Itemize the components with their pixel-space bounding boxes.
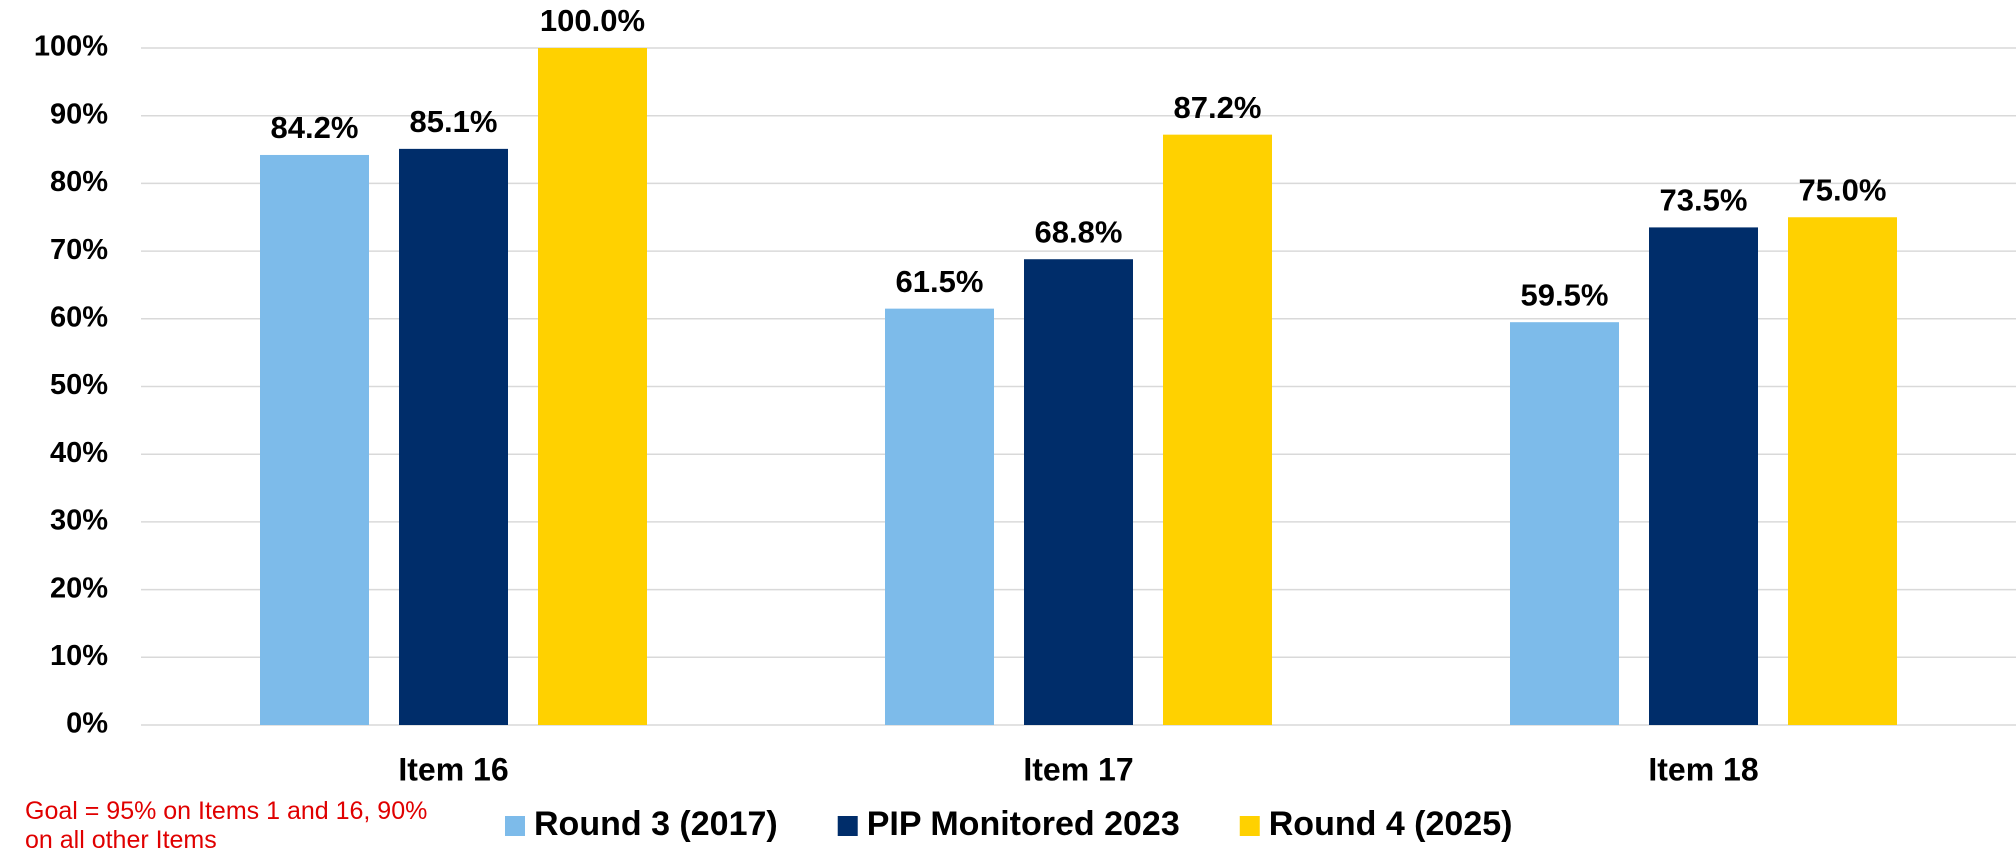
data-label: 100.0% [540,3,645,38]
data-label: 68.8% [1035,214,1123,249]
y-tick-label: 100% [34,31,108,63]
bar [1163,134,1272,725]
x-tick-label: Item 18 [1648,751,1758,787]
data-label: 61.5% [896,264,984,299]
legend-label: Round 4 (2025) [1269,805,1513,843]
y-tick-label: 90% [50,98,108,130]
y-tick-label: 80% [50,166,108,198]
bar [260,154,369,725]
y-tick-label: 40% [50,437,108,469]
legend-label: Round 3 (2017) [534,805,778,843]
legend-swatch [1239,816,1260,836]
y-tick-label: 60% [50,301,108,333]
legend-swatch [837,816,858,836]
bar [1024,259,1133,725]
data-label: 73.5% [1660,183,1748,218]
y-tick-label: 50% [50,369,108,401]
data-label: 59.5% [1521,277,1609,312]
y-tick-label: 70% [50,234,108,266]
y-tick-label: 10% [50,640,108,672]
goal-annotation: Goal = 95% on Items 1 and 16, 90% on all… [25,797,428,849]
x-tick-label: Item 17 [1023,751,1133,787]
bar [1788,217,1897,725]
legend-label: PIP Monitored 2023 [867,805,1180,843]
y-tick-label: 30% [50,505,108,537]
legend-swatch [505,816,525,836]
x-tick-label: Item 16 [398,751,508,787]
bar [885,308,994,725]
bar [538,48,647,725]
data-label: 85.1% [410,104,498,139]
y-tick-label: 20% [50,572,108,604]
data-label: 75.0% [1799,172,1887,207]
data-label: 87.2% [1174,90,1262,125]
y-tick-label: 0% [66,708,108,740]
data-label: 84.2% [271,110,359,145]
bar [1649,227,1758,725]
bar [1510,322,1619,725]
bar [399,148,508,726]
